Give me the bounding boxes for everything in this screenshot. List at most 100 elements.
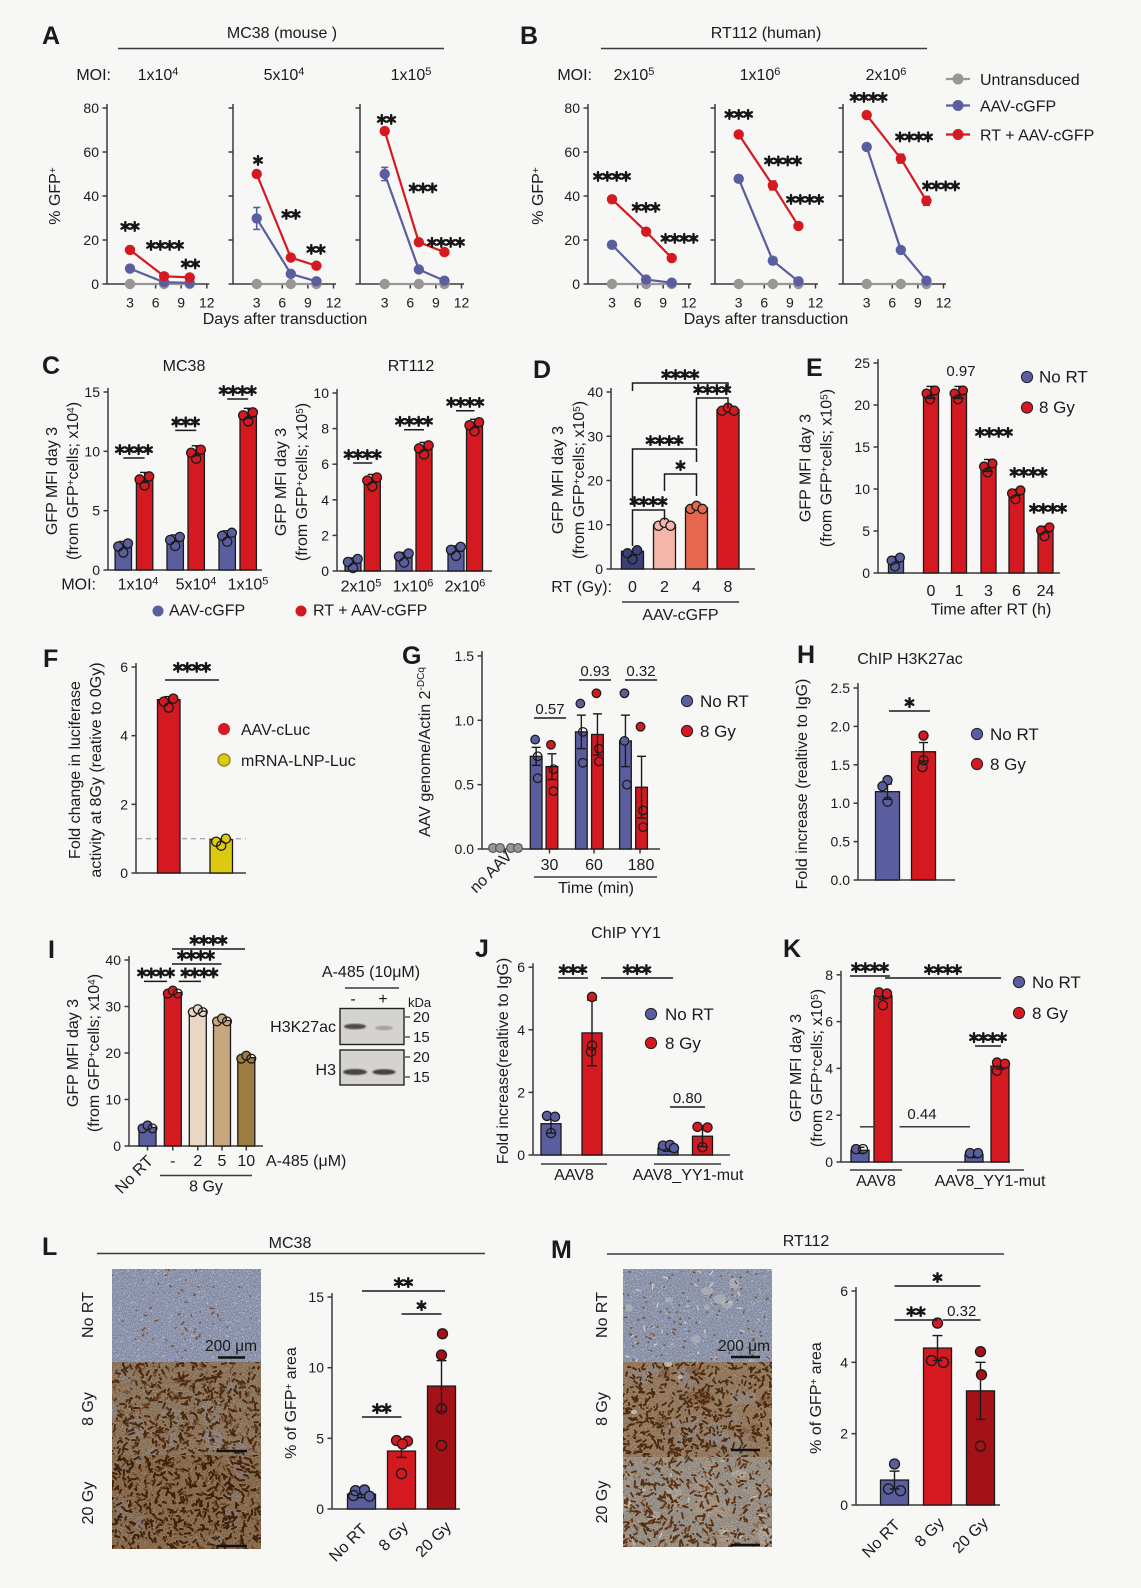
svg-text:GFP MFI day 3: GFP MFI day 3 [798,414,815,522]
svg-text:1x104: 1x104 [118,576,159,594]
svg-text:8 Gy: 8 Gy [912,1515,948,1551]
svg-text:H: H [797,641,815,669]
svg-text:8 Gy: 8 Gy [990,755,1026,774]
svg-text:40: 40 [587,384,603,400]
svg-text:8 Gy: 8 Gy [1032,1004,1068,1023]
svg-text:2x105: 2x105 [614,66,655,84]
svg-text:M: M [551,1236,572,1264]
svg-text:12: 12 [808,295,824,311]
svg-text:0: 0 [120,865,128,881]
svg-text:(from GFP+cells; x104): (from GFP+cells; x104) [65,402,82,560]
svg-text:1x104: 1x104 [138,66,179,84]
svg-text:AAV-cGFP: AAV-cGFP [642,607,718,624]
svg-text:1.5: 1.5 [831,757,851,773]
svg-text:5: 5 [218,1153,227,1170]
svg-text:% of GFP+ area: % of GFP+ area [808,1342,825,1454]
svg-text:8: 8 [825,967,833,983]
svg-text:L: L [42,1233,57,1261]
svg-text:Fold increase(realtive to IgG): Fold increase(realtive to IgG) [495,958,512,1164]
svg-text:5x104: 5x104 [176,576,217,594]
svg-text:0: 0 [316,1501,324,1517]
svg-text:6: 6 [760,295,768,311]
svg-text:-: - [170,1153,175,1170]
svg-text:30: 30 [541,857,559,874]
svg-text:20: 20 [105,1045,121,1061]
svg-text:10: 10 [84,443,100,459]
svg-text:12: 12 [681,295,697,311]
svg-text:9: 9 [914,295,922,311]
svg-text:0: 0 [91,276,99,292]
svg-text:24: 24 [1037,583,1055,600]
svg-text:I: I [48,936,55,964]
svg-text:MC38: MC38 [269,1235,312,1252]
svg-text:G: G [402,642,421,670]
svg-text:6: 6 [840,1283,848,1299]
svg-text:3: 3 [381,295,389,311]
svg-text:8: 8 [321,421,329,437]
svg-text:6: 6 [152,295,160,311]
svg-text:No RT: No RT [859,1517,904,1562]
svg-text:No RT: No RT [700,692,749,711]
svg-text:4: 4 [692,579,701,596]
svg-text:E: E [806,354,823,382]
svg-text:RT + AAV-cGFP: RT + AAV-cGFP [980,127,1094,144]
svg-text:20: 20 [413,1049,430,1066]
svg-text:30: 30 [587,428,603,444]
svg-text:(from GFP+cells; x105): (from GFP+cells; x105) [819,389,836,547]
svg-text:8 Gy: 8 Gy [189,1179,223,1196]
svg-text:A: A [42,22,60,50]
svg-text:H3: H3 [316,1062,337,1079]
svg-text:0: 0 [840,1497,848,1513]
svg-text:8 Gy: 8 Gy [665,1034,701,1053]
svg-text:180: 180 [628,857,655,874]
svg-text:1x106: 1x106 [740,66,781,84]
svg-text:0: 0 [628,579,637,596]
svg-text:10: 10 [854,481,870,497]
svg-text:GFP MFI day 3: GFP MFI day 3 [550,426,567,534]
svg-text:20: 20 [854,397,870,413]
svg-text:AAV8: AAV8 [554,1167,594,1184]
svg-text:25: 25 [854,355,870,371]
svg-text:(from GFP+cells; x105): (from GFP+cells; x105) [294,403,311,561]
svg-text:activity at 8Gy (reative to 0G: activity at 8Gy (reative to 0Gy) [88,662,105,877]
svg-text:ChIP YY1: ChIP YY1 [591,925,661,942]
svg-text:0: 0 [572,276,580,292]
svg-text:1x106: 1x106 [393,578,434,596]
svg-text:0.93: 0.93 [580,663,609,680]
svg-text:0.0: 0.0 [831,872,851,888]
svg-text:6: 6 [120,659,128,675]
svg-text:No RT: No RT [326,1521,371,1566]
svg-text:20: 20 [564,232,580,248]
svg-text:0.57: 0.57 [535,701,564,718]
svg-text:MOI:: MOI: [76,67,111,84]
svg-text:AAV-cGFP: AAV-cGFP [169,603,245,620]
svg-text:Days after transduction: Days after transduction [684,311,849,328]
svg-text:5: 5 [316,1430,324,1446]
svg-text:Fold increase (realtive to IgG: Fold increase (realtive to IgG) [794,679,811,890]
svg-text:mRNA-LNP-Luc: mRNA-LNP-Luc [241,753,356,770]
svg-text:2.0: 2.0 [831,718,851,734]
svg-text:80: 80 [83,100,99,116]
svg-text:No RT: No RT [1039,368,1088,387]
svg-text:6: 6 [517,959,525,975]
svg-text:0.97: 0.97 [946,363,975,380]
svg-text:RT + AAV-cGFP: RT + AAV-cGFP [313,603,427,620]
svg-text:2: 2 [120,796,128,812]
svg-text:6: 6 [888,295,896,311]
svg-text:10: 10 [237,1153,255,1170]
svg-text:15: 15 [413,1069,430,1086]
svg-text:2: 2 [517,1084,525,1100]
svg-text:0.32: 0.32 [947,1303,976,1320]
svg-text:12: 12 [936,295,952,311]
svg-text:2: 2 [660,579,669,596]
svg-text:No RT: No RT [594,1292,611,1338]
svg-text:15: 15 [84,384,100,400]
svg-text:8 Gy: 8 Gy [1039,398,1075,417]
svg-text:15: 15 [413,1029,430,1046]
svg-text:8 Gy: 8 Gy [700,722,736,741]
svg-text:A-485 (10μM): A-485 (10μM) [322,964,420,981]
svg-text:6: 6 [278,295,286,311]
svg-text:3: 3 [863,295,871,311]
svg-text:40: 40 [105,952,121,968]
svg-text:0: 0 [825,1154,833,1170]
